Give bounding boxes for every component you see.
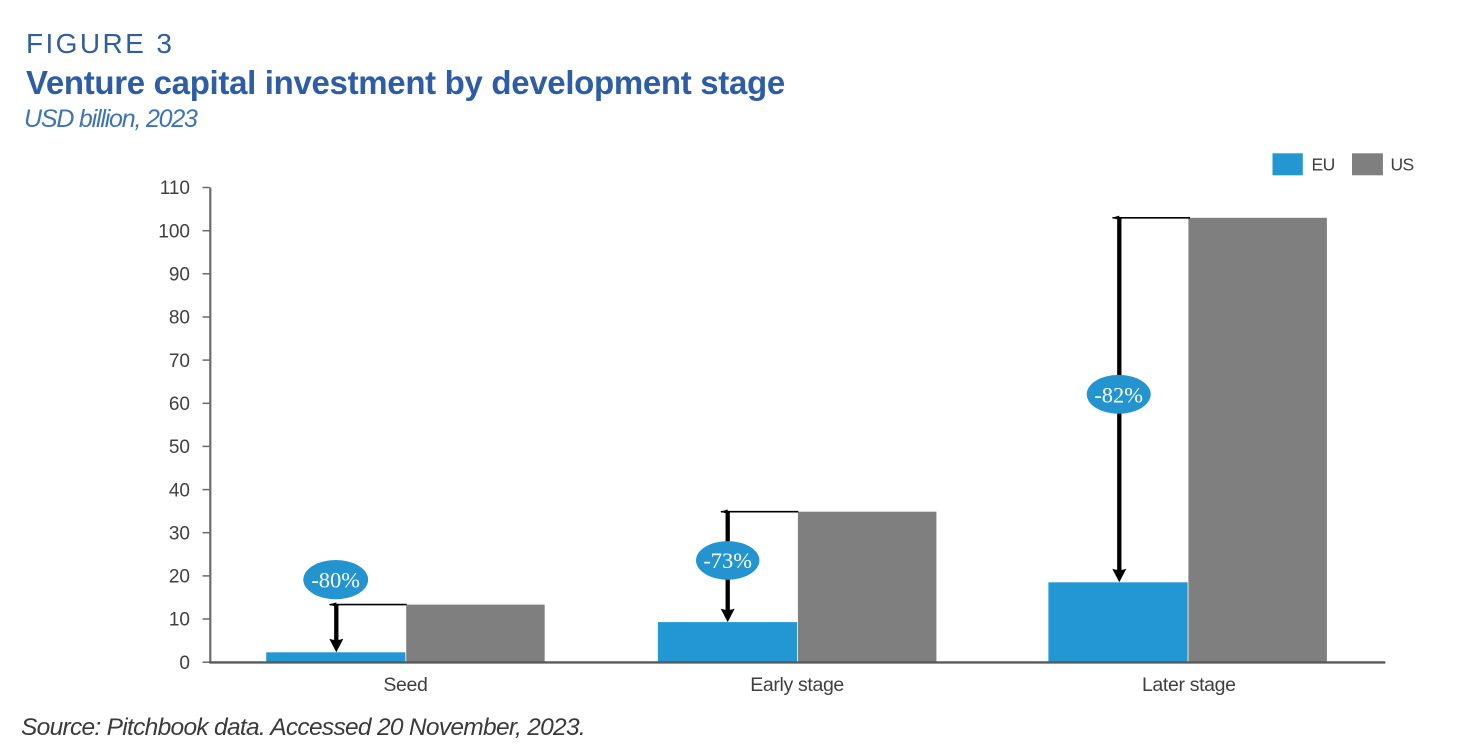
svg-text:-80%: -80% [311,568,360,593]
svg-text:20: 20 [169,567,190,588]
svg-text:90: 90 [169,265,190,286]
svg-text:30: 30 [169,523,190,544]
svg-text:Later stage: Later stage [1142,674,1236,696]
svg-text:-82%: -82% [1094,382,1143,407]
svg-text:40: 40 [169,480,190,501]
svg-text:-73%: -73% [703,548,752,573]
svg-text:Early stage: Early stage [750,674,844,696]
svg-text:0: 0 [179,653,190,674]
svg-text:110: 110 [160,178,190,199]
svg-text:60: 60 [169,394,190,415]
svg-text:80: 80 [169,308,190,329]
svg-text:Seed: Seed [383,674,427,696]
svg-text:100: 100 [158,221,190,242]
svg-text:70: 70 [169,351,190,372]
svg-text:EU: EU [1312,155,1335,175]
svg-text:50: 50 [169,437,190,458]
svg-text:US: US [1391,155,1414,175]
svg-text:10: 10 [169,610,190,631]
